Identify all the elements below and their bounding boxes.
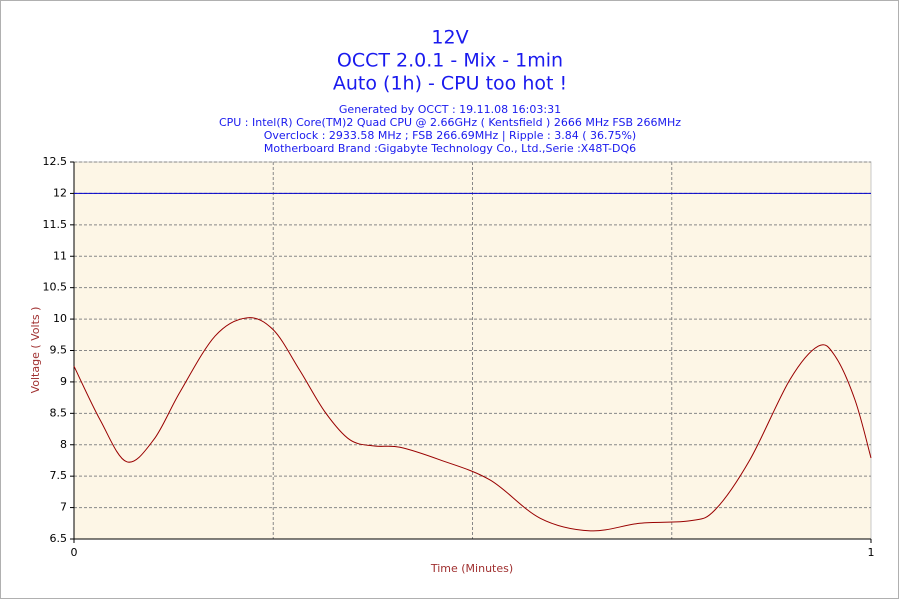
y-tick-label: 8.5: [50, 406, 68, 419]
y-tick-label: 11: [53, 249, 67, 262]
y-tick-label: 12: [53, 186, 67, 199]
y-tick-label: 12.5: [43, 155, 68, 168]
x-tick-label: 0: [71, 546, 78, 559]
y-tick-label: 6.5: [50, 532, 68, 545]
title-line: Auto (1h) - CPU too hot !: [333, 73, 567, 95]
y-tick-label: 8: [60, 438, 67, 451]
y-tick-label: 9.5: [50, 344, 68, 357]
subtitle-line: Motherboard Brand :Gigabyte Technology C…: [264, 142, 636, 155]
y-tick-label: 10: [53, 312, 67, 325]
title-line: 12V: [431, 27, 468, 49]
subtitle-line: CPU : Intel(R) Core(TM)2 Quad CPU @ 2.66…: [219, 116, 681, 129]
y-tick-label: 7.5: [50, 469, 68, 482]
y-tick-label: 9: [60, 375, 67, 388]
y-tick-label: 10.5: [43, 281, 68, 294]
y-tick-label: 7: [60, 501, 67, 514]
title-line: OCCT 2.0.1 - Mix - 1min: [337, 50, 563, 72]
subtitle-line: Overclock : 2933.58 MHz ; FSB 266.69MHz …: [264, 129, 636, 142]
subtitle-line: Generated by OCCT : 19.11.08 16:03:31: [339, 103, 561, 116]
series-line: [73, 317, 872, 532]
y-tick-label: 11.5: [43, 218, 68, 231]
x-axis-label: Time (Minutes): [430, 562, 513, 575]
y-axis-label: Voltage ( Volts ): [29, 307, 42, 394]
x-tick-label: 1: [868, 546, 875, 559]
